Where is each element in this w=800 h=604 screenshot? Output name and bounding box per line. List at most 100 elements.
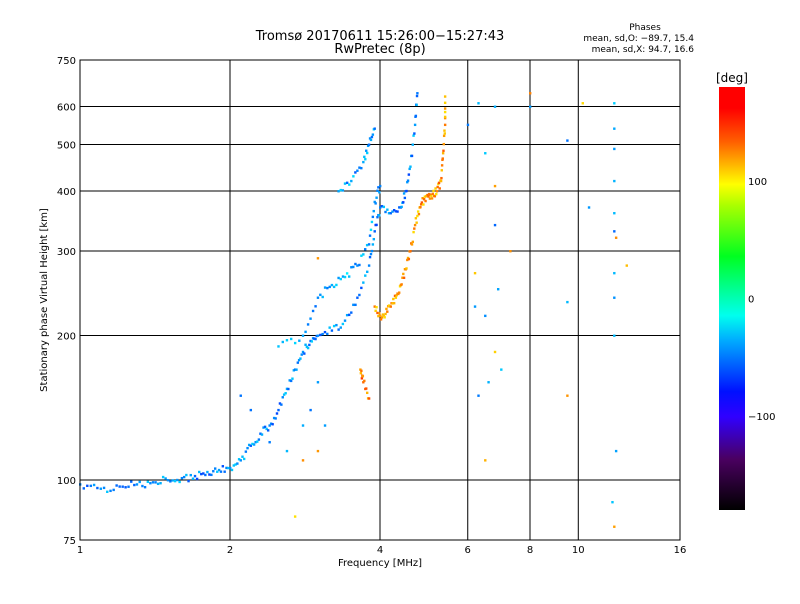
data-point: [277, 345, 280, 348]
data-point: [185, 473, 188, 477]
x-tick-label: 10: [572, 545, 585, 556]
data-point: [154, 481, 157, 484]
data-point: [613, 179, 616, 183]
data-point: [316, 449, 320, 453]
data-point: [202, 472, 205, 475]
data-point: [365, 391, 369, 395]
y-tick-label: 500: [57, 141, 76, 152]
data-point: [382, 314, 385, 317]
data-point: [337, 328, 340, 331]
data-point: [365, 243, 369, 247]
data-point: [432, 189, 435, 193]
data-point: [406, 258, 409, 262]
data-point: [280, 403, 283, 406]
data-point: [149, 481, 152, 485]
data-point: [143, 485, 147, 489]
data-point: [135, 483, 139, 486]
data-point: [271, 423, 274, 426]
data-point: [613, 525, 616, 528]
data-point: [176, 478, 179, 482]
data-point: [260, 433, 264, 436]
data-point: [413, 123, 417, 127]
stats-x: mean, sd,X: 94.7, 16.6: [592, 45, 695, 55]
data-point: [285, 449, 289, 453]
data-point: [509, 250, 512, 253]
data-point: [430, 194, 433, 198]
data-point: [326, 332, 329, 336]
data-point: [335, 323, 338, 327]
data-point: [426, 193, 429, 197]
data-point: [375, 306, 378, 309]
data-point: [477, 102, 480, 105]
data-point: [356, 296, 359, 299]
data-point: [109, 489, 112, 493]
data-point: [375, 223, 378, 227]
data-point: [272, 416, 276, 420]
data-point: [376, 311, 379, 315]
data-point: [379, 206, 382, 209]
data-point: [398, 206, 401, 209]
data-point: [316, 296, 320, 299]
data-point: [227, 466, 230, 470]
data-point: [115, 484, 118, 487]
data-point: [146, 480, 150, 484]
data-point: [198, 470, 201, 474]
data-point: [392, 301, 396, 305]
data-point: [339, 277, 342, 281]
data-point: [328, 326, 331, 329]
data-point: [341, 322, 345, 326]
data-point: [323, 424, 327, 427]
data-point: [380, 316, 384, 319]
data-point: [416, 92, 419, 95]
x-tick-label: 4: [377, 545, 383, 556]
y-tick-label: 100: [57, 476, 76, 487]
data-point: [361, 375, 365, 378]
data-point: [249, 408, 253, 412]
data-point: [442, 134, 446, 138]
data-point: [350, 266, 353, 269]
data-point: [332, 324, 336, 328]
data-point: [371, 215, 375, 219]
data-point: [92, 483, 96, 487]
data-point: [397, 292, 400, 296]
data-point: [360, 377, 364, 380]
data-point: [477, 394, 480, 397]
data-point: [415, 94, 419, 98]
data-point: [401, 276, 404, 279]
data-point: [443, 132, 447, 135]
data-point: [395, 294, 398, 297]
data-point: [356, 169, 359, 172]
data-point: [292, 369, 296, 372]
data-point: [348, 183, 351, 186]
data-point: [500, 368, 503, 371]
data-point: [200, 472, 203, 476]
data-point: [438, 187, 441, 190]
x-tick-label: 2: [227, 545, 233, 556]
data-point: [412, 134, 415, 137]
data-point: [405, 267, 408, 270]
data-point: [412, 230, 415, 234]
data-point: [367, 264, 371, 267]
data-point: [408, 167, 411, 171]
data-point: [249, 444, 253, 447]
data-point: [306, 323, 310, 326]
y-tick-label: 750: [57, 56, 76, 67]
data-point: [229, 466, 232, 470]
data-point: [169, 480, 172, 483]
data-point: [414, 217, 418, 220]
data-point: [402, 201, 405, 204]
data-point: [441, 158, 444, 162]
data-point: [392, 208, 396, 212]
data-point: [370, 135, 374, 139]
data-point: [415, 103, 418, 107]
data-point: [384, 210, 387, 214]
data-point: [335, 283, 338, 287]
data-point: [413, 132, 416, 135]
data-point: [613, 102, 616, 105]
data-point: [473, 271, 477, 275]
data-point: [428, 197, 432, 200]
data-point: [440, 176, 443, 180]
data-point: [295, 368, 298, 371]
data-point: [373, 200, 376, 204]
data-point: [378, 312, 381, 315]
